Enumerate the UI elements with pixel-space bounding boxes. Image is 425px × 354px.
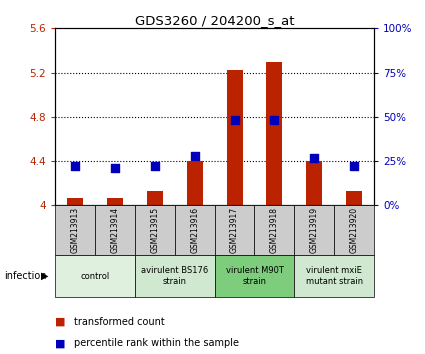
Point — [151, 164, 158, 169]
Bar — [147, 191, 163, 205]
Bar — [95, 205, 135, 255]
Bar — [215, 205, 255, 255]
Text: GSM213919: GSM213919 — [310, 207, 319, 253]
Text: percentile rank within the sample: percentile rank within the sample — [74, 338, 239, 348]
Text: control: control — [80, 272, 110, 281]
Bar — [227, 70, 243, 205]
Bar — [294, 255, 374, 297]
Point — [311, 155, 317, 160]
Text: GSM213913: GSM213913 — [71, 207, 79, 253]
Bar — [55, 255, 135, 297]
Title: GDS3260 / 204200_s_at: GDS3260 / 204200_s_at — [135, 14, 295, 27]
Text: GSM213915: GSM213915 — [150, 207, 159, 253]
Text: virulent M90T
strain: virulent M90T strain — [226, 267, 283, 286]
Bar — [107, 198, 123, 205]
Bar — [334, 205, 374, 255]
Bar — [266, 62, 282, 205]
Text: GSM213920: GSM213920 — [350, 207, 359, 253]
Text: infection: infection — [4, 271, 47, 281]
Bar — [175, 205, 215, 255]
Text: GSM213917: GSM213917 — [230, 207, 239, 253]
Text: GSM213916: GSM213916 — [190, 207, 199, 253]
Bar — [187, 161, 203, 205]
Bar — [55, 205, 95, 255]
Point — [191, 153, 198, 159]
Text: ■: ■ — [55, 317, 66, 327]
Bar — [215, 255, 294, 297]
Text: transformed count: transformed count — [74, 317, 165, 327]
Bar — [255, 205, 294, 255]
Bar — [67, 198, 83, 205]
Point — [231, 118, 238, 123]
Text: avirulent BS176
strain: avirulent BS176 strain — [141, 267, 208, 286]
Point — [351, 164, 357, 169]
Bar — [135, 255, 215, 297]
Text: GSM213914: GSM213914 — [110, 207, 119, 253]
Text: ▶: ▶ — [41, 271, 48, 281]
Bar — [294, 205, 334, 255]
Point — [271, 118, 278, 123]
Text: virulent mxiE
mutant strain: virulent mxiE mutant strain — [306, 267, 363, 286]
Point — [72, 164, 79, 169]
Bar — [135, 205, 175, 255]
Text: ■: ■ — [55, 338, 66, 348]
Text: GSM213918: GSM213918 — [270, 207, 279, 253]
Bar — [306, 161, 322, 205]
Point — [112, 165, 119, 171]
Bar — [346, 191, 362, 205]
